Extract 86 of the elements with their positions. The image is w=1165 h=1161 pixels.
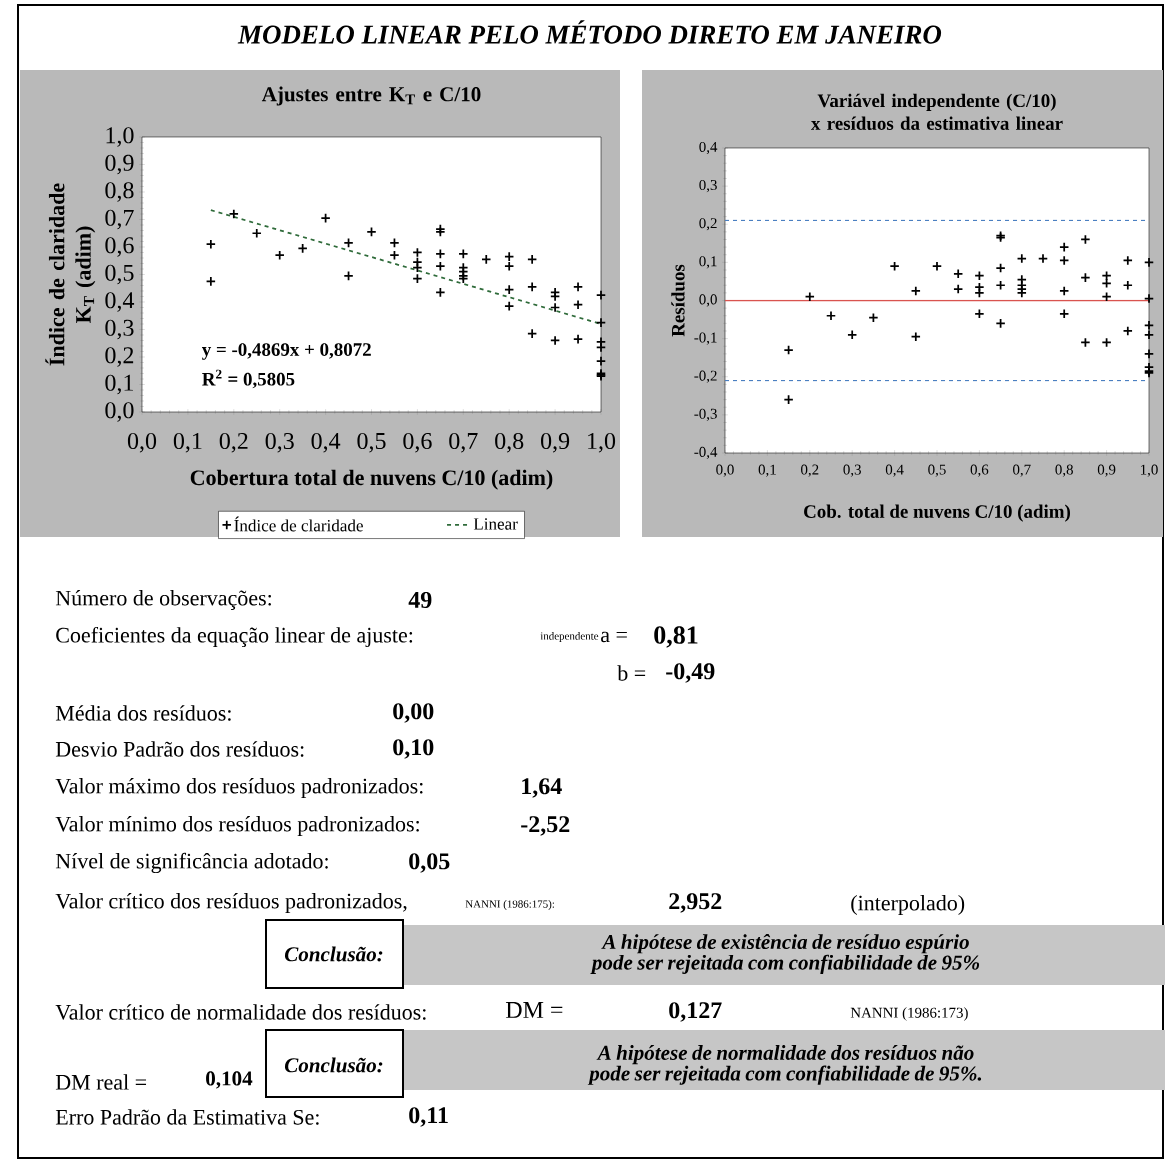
- x-tick-label: 0,0: [716, 464, 734, 477]
- y-tick-label: 0,3: [699, 180, 717, 193]
- text: NANNI (1986:175):: [465, 900, 554, 910]
- text: DM =: [505, 1002, 563, 1018]
- text: 0,10: [393, 739, 434, 759]
- annotation: R$^{2}$ = 0,5805: [202, 369, 295, 389]
- text: Coeficientes da equação linear de ajuste:: [56, 626, 413, 648]
- y-tick-label: 0,1: [105, 374, 134, 395]
- x-tick-label: 0,5: [357, 432, 386, 453]
- text: independente: [540, 632, 599, 642]
- text: DM real =: [55, 1074, 147, 1090]
- text: Valor crítico dos resíduos padronizados,: [55, 893, 407, 913]
- text: b =: [617, 665, 646, 681]
- y-tick-label: 0,7: [105, 209, 134, 230]
- y-tick-label: 0,5: [105, 264, 134, 285]
- x-tick-label: 0,5: [928, 464, 946, 477]
- text: Valor máximo dos resíduos padronizados:: [55, 778, 423, 798]
- text: 0,05: [409, 853, 450, 873]
- text: (interpolado): [851, 895, 965, 915]
- y-tick-label: 1,0: [106, 127, 134, 147]
- text: 49: [408, 591, 432, 609]
- x-tick-label: 0,7: [449, 432, 478, 453]
- y-tick-label: 0,4: [699, 141, 718, 155]
- text: Valor crítico de normalidade dos resíduos:: [55, 1004, 426, 1020]
- x-axis-title: Cob. total de nuvens C/10 (adim): [804, 504, 1071, 522]
- text: 0,127: [669, 1002, 722, 1022]
- x-tick-label: 0,7: [1013, 464, 1031, 477]
- annotation: y = -0,4869x + 0,8072: [201, 343, 371, 360]
- y-tick-label: 0,8: [105, 182, 134, 202]
- y-tick-label: 0,3: [105, 319, 134, 340]
- y-tick-label: -0,1: [694, 332, 717, 345]
- y-tick-label: -0,3: [694, 408, 717, 421]
- text: Desvio Padrão dos resíduos:: [55, 741, 304, 757]
- y-tick-label: 0,4: [105, 292, 135, 312]
- text: 0,104: [206, 1071, 253, 1089]
- text: Média dos resíduos:: [55, 705, 231, 721]
- x-tick-label: 0,8: [495, 432, 524, 453]
- text: Nível de significância adotado:: [55, 852, 328, 874]
- legend-label: Linear: [473, 518, 518, 530]
- y-tick-label: 0,0: [699, 294, 717, 307]
- y-tick-label: 0,2: [699, 218, 717, 231]
- text: Erro Padrão da Estimativa Se:: [55, 1109, 319, 1125]
- x-tick-label: 1,0: [588, 432, 616, 453]
- text: Conclusão:: [284, 1057, 383, 1073]
- text: 0,81: [654, 626, 698, 648]
- y-tick-label: 0,1: [699, 256, 717, 269]
- x-tick-label: 0,6: [970, 464, 989, 477]
- y-tick-label: 0,6: [105, 237, 134, 257]
- x-tick-label: 0,0: [127, 432, 157, 453]
- text: A hipótese de existência de resíduo espúrio pode ser rejeitada com confiabilidade de 95%: [590, 934, 980, 974]
- text: -0,49: [666, 663, 715, 683]
- y-tick-label: -0,4: [694, 446, 718, 460]
- y-tick-label: 0,9: [105, 154, 134, 175]
- x-axis-title: Cobertura total de nuvens C/10 (adim): [190, 469, 553, 490]
- text: MODELO LINEAR PELO MÉTODO DIRETO EM JANEIRO: [237, 20, 942, 44]
- text: NANNI (1986:173): [850, 1007, 968, 1021]
- x-tick-label: 1,0: [1140, 464, 1158, 477]
- text: Conclusão:: [284, 946, 383, 962]
- text: 1,64: [522, 778, 562, 798]
- x-tick-label: 0,4: [885, 464, 904, 477]
- x-tick-label: 0,8: [1055, 464, 1073, 477]
- text: 0,11: [409, 1107, 448, 1127]
- x-tick-label: 0,4: [311, 432, 341, 453]
- x-tick-label: 0,2: [801, 464, 819, 477]
- y-axis-title: Resíduos: [671, 264, 685, 337]
- x-tick-label: 0,9: [1097, 464, 1116, 477]
- legend-label: Índice de claridade: [234, 516, 363, 532]
- x-tick-label: 0,9: [541, 432, 570, 453]
- y-tick-label: -0,2: [694, 370, 717, 383]
- text: Número de observações:: [55, 590, 271, 610]
- x-tick-label: 0,3: [843, 464, 861, 477]
- x-tick-label: 0,6: [403, 432, 432, 453]
- text: A hipótese de normalidade dos resíduos não pode ser rejeitada com confiabilidade de 95%.: [587, 1045, 982, 1085]
- x-tick-label: 0,2: [219, 432, 248, 453]
- text: -2,52: [521, 816, 570, 836]
- x-tick-label: 0,1: [758, 464, 776, 477]
- y-tick-label: 0,2: [105, 347, 134, 367]
- text: a =: [601, 631, 627, 643]
- text: 0,00: [393, 703, 434, 723]
- x-tick-label: 0,1: [173, 432, 202, 453]
- y-tick-label: 0,0: [105, 402, 134, 422]
- chart-title: Ajustes entre K$_{T}$ e C/10: [261, 86, 481, 106]
- text: 2,952: [669, 893, 722, 913]
- x-tick-label: 0,3: [265, 432, 294, 453]
- chart-title: Variável independente (C/10) x resíduos da estimativa linear: [811, 93, 1063, 130]
- text: Valor mínimo dos resíduos padronizados:: [55, 816, 419, 836]
